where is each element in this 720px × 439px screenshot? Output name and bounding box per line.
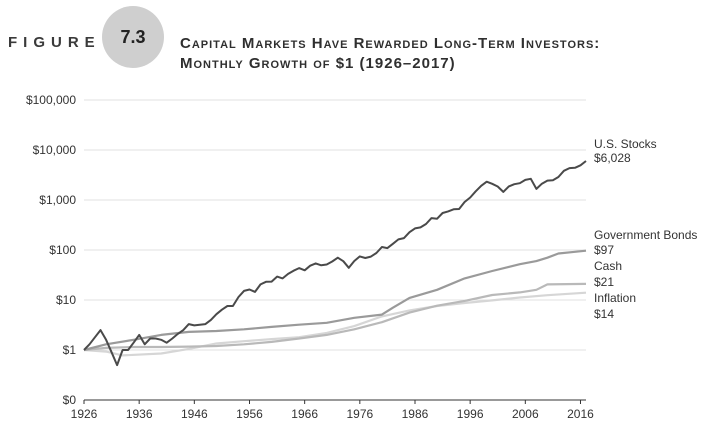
- y-tick-label: $100,000: [26, 93, 76, 107]
- y-tick-label: $1: [63, 343, 77, 357]
- series-name-label-stocks: U.S. Stocks: [594, 137, 657, 151]
- x-tick-label: 1926: [71, 407, 98, 421]
- series-name-label-bonds: Government Bonds: [594, 228, 697, 242]
- x-tick-label: 1966: [291, 407, 318, 421]
- x-tick-label: 1976: [346, 407, 373, 421]
- y-tick-label: $1,000: [39, 193, 76, 207]
- x-tick-label: 2006: [512, 407, 539, 421]
- x-tick-label: 1986: [402, 407, 429, 421]
- series-end-value-inflation: $14: [594, 307, 614, 321]
- y-tick-label: $10,000: [33, 143, 77, 157]
- x-tick-label: 1996: [457, 407, 484, 421]
- series-name-label-cash: Cash: [594, 259, 622, 273]
- series-line-inflation: [83, 291, 587, 357]
- y-tick-label: $10: [56, 293, 76, 307]
- figure-number-badge: 7.3: [102, 6, 164, 68]
- y-tick-label: $0: [63, 393, 77, 407]
- x-tick-label: 2016: [567, 407, 594, 421]
- grid-lines: [84, 99, 586, 351]
- chart-title: Capital Markets Have Rewarded Long-Term …: [180, 34, 700, 74]
- y-tick-label: $100: [49, 243, 76, 257]
- x-tick-label: 1936: [126, 407, 153, 421]
- series-end-value-cash: $21: [594, 275, 614, 289]
- series-name-label-inflation: Inflation: [594, 291, 636, 305]
- figure-number: 7.3: [120, 26, 146, 47]
- series-lines: [83, 160, 587, 367]
- series-end-value-bonds: $97: [594, 243, 614, 257]
- x-axis: [83, 399, 586, 404]
- series-line-cash: [83, 282, 587, 352]
- series-line-stocks: [83, 160, 587, 367]
- y-axis-tick-labels: $0 $1 $10 $100 $1,000 $10,000 $100,000: [26, 93, 76, 407]
- x-tick-label: 1956: [236, 407, 263, 421]
- series-end-value-stocks: $6,028: [594, 151, 631, 165]
- x-tick-label: 1946: [181, 407, 208, 421]
- x-axis-tick-labels: 1926 1936 1946 1956 1966 1976 1986 1996 2006 2016: [71, 407, 595, 421]
- chart-title-line-1: Capital Markets Have Rewarded Long-Term …: [180, 35, 601, 52]
- series-end-labels: U.S. Stocks$6,028 Government Bonds$97 Cash…: [594, 137, 697, 321]
- chart-title-line-2: Monthly Growth of $1 (1926–2017): [180, 55, 456, 72]
- figure-label: FIGURE: [8, 34, 101, 51]
